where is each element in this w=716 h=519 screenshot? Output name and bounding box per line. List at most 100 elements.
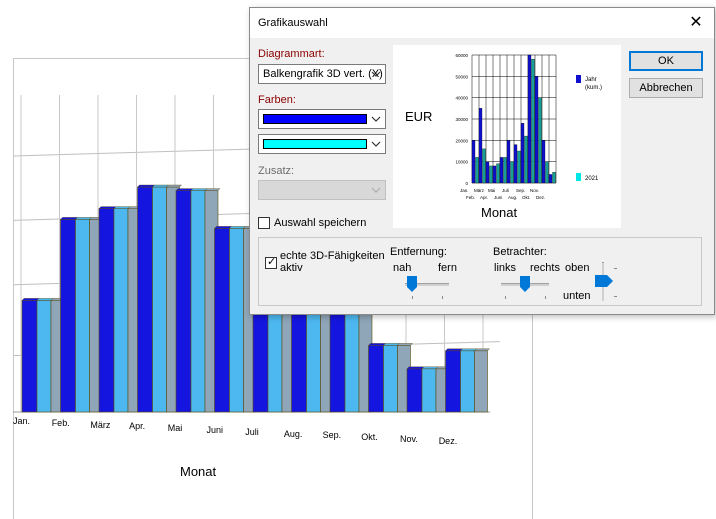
background-bar bbox=[445, 350, 461, 413]
save-selection-checkbox[interactable] bbox=[258, 217, 270, 229]
preview-bar bbox=[492, 165, 497, 184]
preview-x-tick-label: Juni bbox=[494, 195, 502, 200]
entfernung-slider-thumb[interactable] bbox=[407, 276, 417, 292]
preview-x-tick-label: Aug. bbox=[508, 195, 517, 200]
preview-bar bbox=[471, 140, 476, 184]
background-x-tick-label: Aug. bbox=[283, 428, 303, 439]
background-x-tick-label: Juni bbox=[206, 425, 224, 435]
diagrammart-value: Balkengrafik 3D vert. (X) bbox=[263, 68, 383, 80]
entfernung-label: Entfernung: bbox=[390, 246, 447, 258]
checkmark-icon: ✓ bbox=[267, 256, 277, 268]
background-bar bbox=[421, 368, 437, 413]
chevron-down-icon bbox=[371, 141, 381, 147]
diagrammart-select[interactable]: Balkengrafik 3D vert. (X) bbox=[258, 64, 386, 84]
ok-button[interactable]: OK bbox=[629, 51, 703, 71]
vertical-slider-thumb[interactable] bbox=[595, 275, 613, 287]
preview-bar bbox=[527, 54, 532, 184]
3d-active-label-1: echte 3D-Fähigkeiten bbox=[280, 250, 385, 262]
background-bar-top bbox=[21, 298, 40, 301]
background-bar bbox=[113, 208, 129, 413]
background-bar-top bbox=[445, 348, 463, 351]
save-selection-label: Auswahl speichern bbox=[274, 217, 367, 229]
background-x-tick-label: Sep. bbox=[322, 430, 342, 441]
background-bar-top bbox=[383, 343, 400, 346]
chevron-down-icon bbox=[371, 187, 381, 193]
background-bar-top bbox=[190, 188, 208, 191]
links-label: links bbox=[494, 262, 517, 274]
background-x-tick-label: Juli bbox=[245, 426, 259, 437]
background-bar-top bbox=[421, 366, 439, 369]
betrachter-slider-thumb[interactable] bbox=[520, 276, 530, 292]
background-bar-top bbox=[474, 348, 490, 351]
preview-y-tick-label: 60000 bbox=[455, 53, 468, 58]
background-x-tick-label: Apr. bbox=[129, 421, 146, 432]
preview-bar bbox=[524, 135, 528, 184]
background-x-tick-label: Jan. bbox=[13, 416, 31, 426]
background-bar bbox=[406, 368, 423, 413]
preview-y-tick-label: 0 bbox=[465, 181, 468, 186]
background-x-tick-label: März bbox=[90, 419, 111, 430]
color1-select[interactable] bbox=[258, 109, 386, 129]
farben-label: Farben: bbox=[258, 94, 296, 106]
legend-swatch-2 bbox=[576, 173, 581, 181]
background-bar bbox=[152, 186, 167, 413]
preview-bar bbox=[534, 76, 539, 184]
background-bar bbox=[267, 300, 283, 413]
entfernung-slider-track[interactable] bbox=[405, 283, 449, 286]
background-bar bbox=[214, 228, 230, 413]
preview-bar bbox=[520, 123, 525, 184]
preview-bar bbox=[478, 108, 483, 184]
slider-tick bbox=[614, 268, 617, 269]
preview-bar bbox=[531, 59, 535, 184]
preview-bar bbox=[548, 174, 553, 184]
background-chart-xlabel: Monat bbox=[180, 464, 217, 479]
preview-bar bbox=[506, 140, 511, 184]
chevron-down-icon bbox=[371, 71, 381, 77]
chart-preview: 60000 50000 40000 30000 20000 10000 0 Jan. März… bbox=[393, 45, 621, 228]
preview-x-tick-label: Feb. bbox=[466, 195, 475, 200]
nah-label: nah bbox=[393, 262, 412, 274]
legend-label-1: Jahr (kum.) bbox=[585, 77, 602, 91]
background-bar-top bbox=[98, 206, 117, 209]
background-bar-top bbox=[397, 343, 413, 346]
color2-select[interactable] bbox=[258, 134, 386, 154]
background-bar-top bbox=[229, 226, 246, 229]
background-bar bbox=[460, 350, 475, 413]
background-bar bbox=[229, 228, 244, 413]
cancel-button[interactable]: Abbrechen bbox=[629, 78, 703, 98]
preview-x-tick-label: Sep. bbox=[516, 188, 525, 193]
preview-bar bbox=[513, 144, 518, 184]
background-bar bbox=[98, 208, 115, 413]
preview-bar bbox=[545, 161, 549, 184]
background-x-tick-label: Mai bbox=[167, 423, 183, 434]
preview-bar-chart: 60000 50000 40000 30000 20000 10000 0 Jan. März… bbox=[405, 53, 602, 220]
background-bar bbox=[329, 312, 346, 413]
color1-swatch bbox=[263, 114, 367, 124]
background-x-tick-label: Okt. bbox=[361, 432, 378, 443]
zusatz-select[interactable] bbox=[258, 180, 386, 200]
close-icon[interactable]: ✕ bbox=[689, 14, 703, 31]
background-bar-top bbox=[406, 366, 425, 369]
background-bar bbox=[383, 345, 398, 413]
unten-label: unten bbox=[563, 290, 591, 302]
rechts-label: rechts bbox=[530, 262, 560, 274]
dialog-title: Grafikauswahl bbox=[258, 17, 328, 29]
diagrammart-label: Diagrammart: bbox=[258, 48, 325, 60]
legend-label-1-b: (kum.) bbox=[585, 85, 602, 91]
background-bar bbox=[137, 186, 153, 413]
preview-y-tick-label: 30000 bbox=[455, 117, 468, 122]
3d-active-checkbox[interactable]: ✓ bbox=[265, 256, 277, 269]
3d-active-label-2: aktiv bbox=[280, 262, 303, 274]
dialog-titlebar: Grafikauswahl ✕ bbox=[250, 8, 714, 38]
background-bar-top bbox=[75, 217, 92, 220]
background-bar bbox=[252, 300, 269, 413]
preview-xlabel: Monat bbox=[481, 205, 518, 220]
preview-bar bbox=[517, 150, 521, 184]
background-bar bbox=[75, 219, 90, 413]
background-bar-top bbox=[166, 184, 182, 188]
preview-y-tick-label: 40000 bbox=[455, 96, 468, 101]
preview-x-tick-label: März bbox=[474, 188, 485, 193]
color2-swatch bbox=[263, 139, 367, 149]
background-bar bbox=[60, 219, 76, 413]
fern-label: fern bbox=[438, 262, 457, 274]
